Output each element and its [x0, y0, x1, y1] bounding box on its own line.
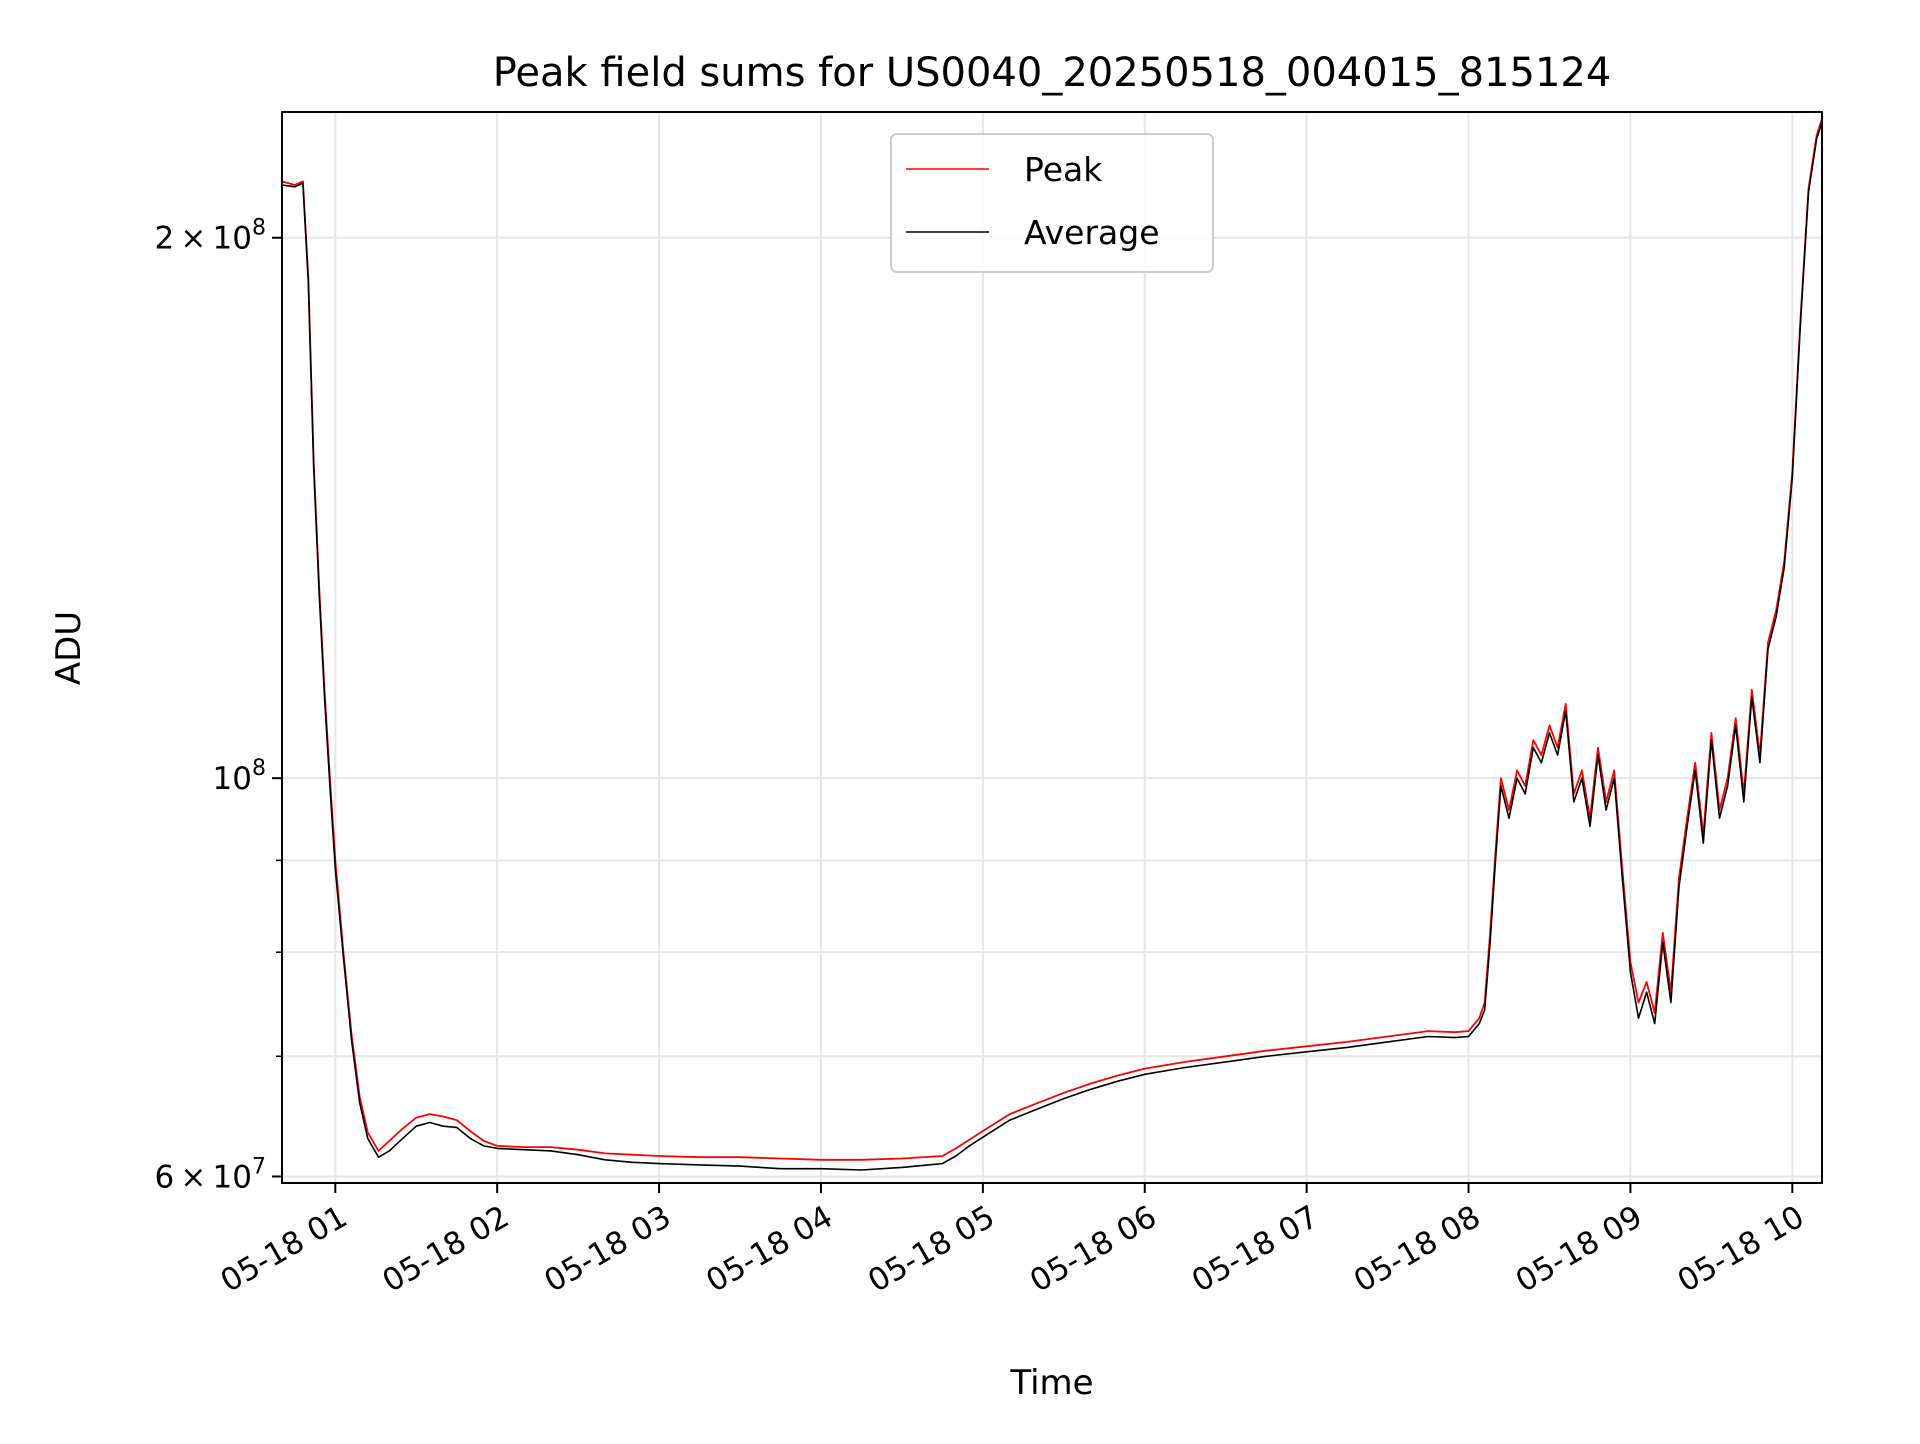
plot-frame: [281, 111, 1823, 1184]
x-tick-label: 05-18 09: [1510, 1199, 1649, 1300]
legend-label-average: Average: [1024, 213, 1160, 252]
x-tick-label: 05-18 06: [1024, 1199, 1163, 1300]
y-tick-label: 108: [213, 756, 266, 797]
legend-label-peak: Peak: [1024, 150, 1103, 189]
y-axis: 6 × 107 108 2 × 108: [154, 216, 282, 1195]
x-tick-label: 05-18 04: [700, 1199, 839, 1300]
y-tick-label: 2 × 108: [154, 216, 266, 257]
x-axis-label: Time: [1009, 1363, 1093, 1403]
series-layer: [281, 118, 1823, 1171]
x-tick-label: 05-18 01: [215, 1199, 354, 1300]
x-tick-label: 05-18 03: [538, 1199, 677, 1300]
x-tick-label: 05-18 02: [376, 1199, 515, 1300]
x-tick-label: 05-18 05: [862, 1199, 1001, 1300]
series-line-average: [281, 121, 1823, 1171]
y-axis-label: ADU: [49, 611, 89, 685]
series-line-peak: [281, 118, 1823, 1161]
chart-title: Peak field sums for US0040_20250518_0040…: [493, 50, 1612, 96]
x-tick-label: 05-18 07: [1186, 1199, 1325, 1300]
x-tick-label: 05-18 10: [1672, 1199, 1811, 1300]
y-tick-label: 6 × 107: [154, 1154, 266, 1195]
x-tick-label: 05-18 08: [1348, 1199, 1487, 1300]
x-axis: 05-18 01 05-18 02 05-18 03 05-18 04 05-18 05…: [215, 1183, 1811, 1300]
legend: Peak Average: [890, 133, 1214, 273]
